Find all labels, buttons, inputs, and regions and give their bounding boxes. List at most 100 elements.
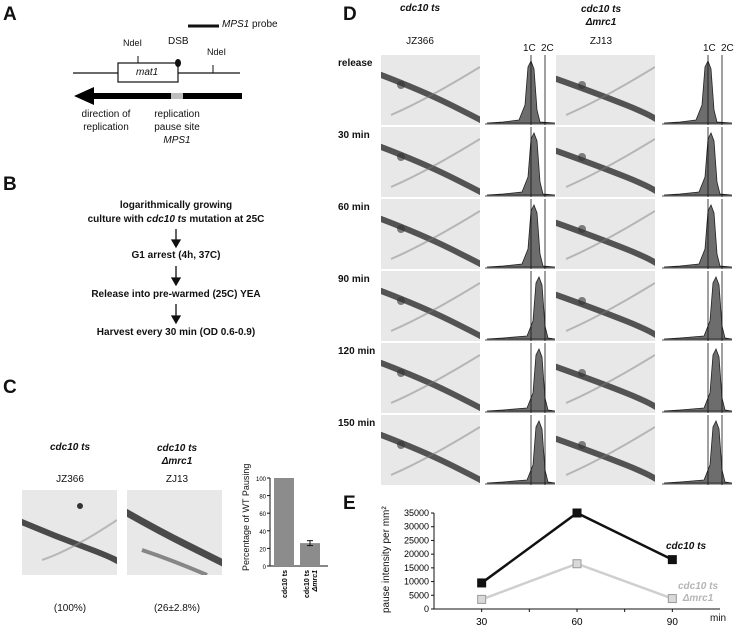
flow-histogram xyxy=(483,343,555,413)
line-ytick: 20000 xyxy=(404,549,429,559)
col2-name: cdc10 ts Δmrc1 xyxy=(580,4,622,28)
series-point xyxy=(572,508,582,518)
flow-histogram xyxy=(660,199,732,269)
dsb-label: DSB xyxy=(168,36,189,47)
replication-arrow-shaft xyxy=(92,93,242,99)
bar-ytick: 80 xyxy=(259,495,266,501)
row-label-5: 150 min xyxy=(338,418,376,429)
bar xyxy=(274,478,294,566)
direction-label: direction of replication xyxy=(81,109,131,133)
series-point xyxy=(667,594,677,604)
strain1-name: cdc10 ts xyxy=(49,442,91,453)
flow-histogram xyxy=(660,343,732,413)
xunit-label: min xyxy=(710,613,727,624)
pause-site-marker xyxy=(171,93,183,99)
gel-c-strain2 xyxy=(127,490,222,575)
series2-label: cdc10 ts Δmrc1 xyxy=(677,581,719,604)
flow-step-2: G1 arrest (4h, 37C) xyxy=(131,250,221,261)
bar-ytick: 100 xyxy=(256,477,267,483)
line-xtick: 30 xyxy=(476,617,488,628)
row-label-3: 90 min xyxy=(338,274,370,285)
panel-b-arrows xyxy=(170,229,182,325)
flow-histogram xyxy=(660,415,732,485)
flow-1c-label-2: 1C xyxy=(703,43,716,54)
gel-d xyxy=(381,55,480,125)
series-point xyxy=(667,555,677,565)
panel-d-label: D xyxy=(343,4,357,25)
line-xtick: 90 xyxy=(667,617,679,628)
flow-histogram xyxy=(483,271,555,341)
flow-1c-label-1: 1C xyxy=(523,43,536,54)
series-line xyxy=(481,562,673,601)
line-ytick: 0 xyxy=(424,604,429,614)
series-line xyxy=(480,511,673,584)
flow-histogram xyxy=(483,55,555,125)
gel-d xyxy=(381,271,480,341)
strain2-id: ZJ13 xyxy=(165,474,189,485)
flow-2c-label-2: 2C xyxy=(721,43,734,54)
flow-step-3: Release into pre-warmed (25C) YEA xyxy=(91,289,261,300)
gel-c-strain1 xyxy=(22,490,117,575)
bar-xtick: Δmrc1 xyxy=(312,570,319,593)
line-ytick: 35000 xyxy=(404,508,429,518)
line-ytick: 15000 xyxy=(404,563,429,573)
row-label-4: 120 min xyxy=(338,346,376,357)
series-point xyxy=(572,559,582,569)
bar-ytick: 20 xyxy=(259,547,266,553)
bar-ytick: 40 xyxy=(259,530,266,536)
series-point xyxy=(477,578,487,588)
gel-d xyxy=(556,199,655,269)
strain2-pct: (26±2.8%) xyxy=(153,603,201,614)
flow-histogram xyxy=(660,55,732,125)
line-ytick: 5000 xyxy=(409,590,429,600)
bar-xtick: cdc10 ts xyxy=(304,570,311,598)
line-ytick: 25000 xyxy=(404,535,429,545)
bar xyxy=(300,543,320,566)
panel-a-label: A xyxy=(3,4,17,25)
ndel-right-label: NdeI xyxy=(207,47,227,57)
line-ytick: 10000 xyxy=(404,577,429,587)
col1-id: JZ366 xyxy=(406,36,434,47)
panel-b-label: B xyxy=(3,174,17,195)
col2-id: ZJ13 xyxy=(589,36,613,47)
flow-histogram xyxy=(660,127,732,197)
bar-ytick: 60 xyxy=(259,512,266,518)
mat1-label: mat1 xyxy=(136,67,159,78)
panel-c-label: C xyxy=(3,377,17,398)
flow-2c-label-1: 2C xyxy=(541,43,554,54)
series1-label: cdc10 ts xyxy=(666,541,707,552)
gel-d xyxy=(556,415,655,485)
row-label-1: 30 min xyxy=(338,130,370,141)
gel-d xyxy=(381,199,480,269)
gel-d xyxy=(556,127,655,197)
row-label-2: 60 min xyxy=(338,202,370,213)
panel-a-diagram xyxy=(73,24,242,105)
probe-label: MPS1 probe xyxy=(222,19,278,30)
bar-xtick: cdc10 ts xyxy=(282,570,289,598)
gel-d xyxy=(381,343,480,413)
strain1-pct: (100%) xyxy=(53,603,87,614)
gel-d xyxy=(556,271,655,341)
line-ytick: 30000 xyxy=(404,522,429,532)
series-point xyxy=(477,594,487,604)
flow-histogram xyxy=(660,271,732,341)
flow-histogram xyxy=(483,127,555,197)
flow-histogram xyxy=(483,199,555,269)
flow-histogram xyxy=(483,415,555,485)
panel-e-label: E xyxy=(343,493,356,514)
gel-d xyxy=(381,127,480,197)
strain1-id: JZ366 xyxy=(56,474,84,485)
gel-d xyxy=(556,343,655,413)
bar-ytick: 0 xyxy=(263,565,267,571)
line-chart: 35000 30000 25000 20000 15000 10000 5000 0 30 60 9… xyxy=(404,508,720,628)
col1-name: cdc10 ts xyxy=(399,3,441,14)
ndel-left-label: NdeI xyxy=(123,38,143,48)
gel-d xyxy=(556,55,655,125)
gel-d xyxy=(381,415,480,485)
flow-step-4: Harvest every 30 min (OD 0.6-0.9) xyxy=(96,327,256,338)
line-xtick: 60 xyxy=(571,617,583,628)
row-label-0: release xyxy=(338,58,373,69)
strain2-name: cdc10 ts Δmrc1 xyxy=(156,443,198,467)
flow-step-1: logarithmically growing culture with cdc… xyxy=(87,200,265,225)
